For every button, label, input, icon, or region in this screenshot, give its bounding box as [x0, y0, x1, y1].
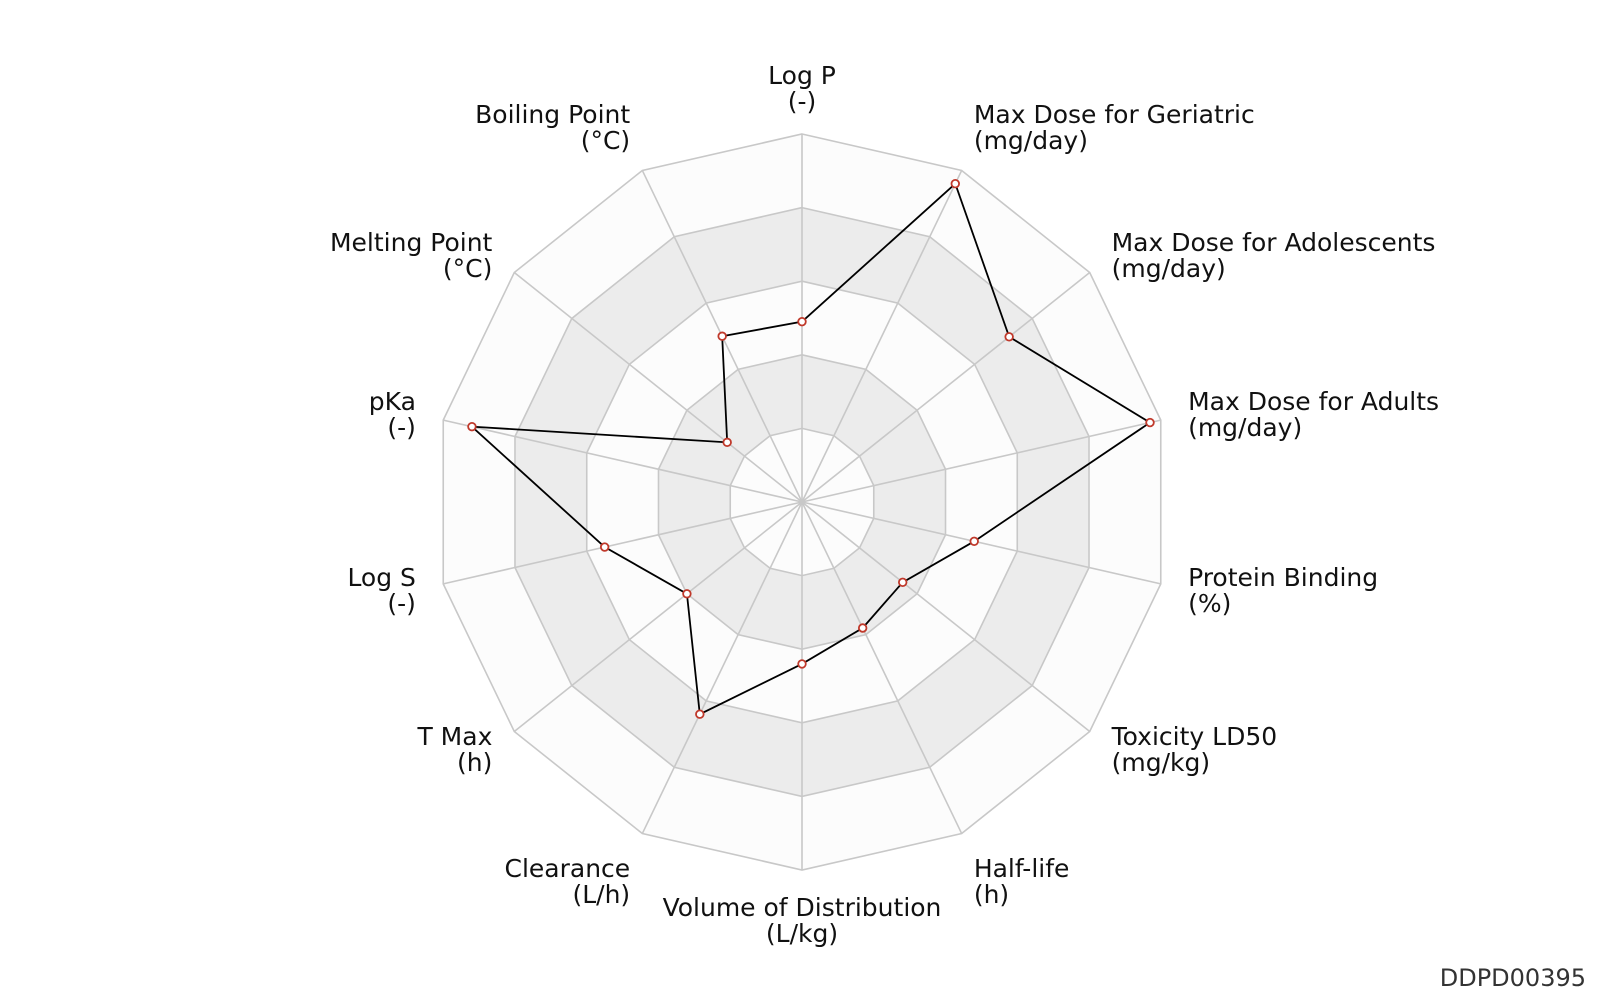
axis-label-unit: (L/h): [572, 880, 630, 909]
radar-point-7: [857, 623, 868, 633]
radar-point-1: [797, 316, 807, 327]
axis-label-9: Clearance(L/h): [505, 854, 631, 909]
axis-label-unit: (-): [387, 589, 416, 618]
radar-point-11: [599, 542, 610, 552]
axis-label-unit: (%): [1188, 589, 1231, 618]
radar-spoke-9: [641, 501, 803, 834]
axis-label-unit: (-): [788, 87, 817, 116]
axis-label-unit: (mg/day): [1112, 254, 1226, 283]
axis-label-5: Protein Binding(%): [1188, 563, 1378, 618]
axis-label-unit: (mg/kg): [1112, 748, 1211, 777]
axis-label-1: Log P(-): [768, 61, 836, 116]
radar-point-3: [1004, 332, 1014, 342]
axis-label-name: Log P: [768, 61, 836, 90]
radar-spoke-12: [443, 419, 803, 503]
axis-label-name: Max Dose for Adults: [1188, 387, 1439, 416]
axis-label-unit: (mg/day): [1188, 413, 1302, 442]
axis-label-name: Toxicity LD50: [1111, 722, 1278, 751]
radar-point-12: [467, 421, 477, 432]
axis-label-name: Melting Point: [330, 228, 493, 257]
axis-label-unit: (h): [457, 748, 492, 777]
radar-spoke-6: [801, 501, 1091, 733]
radar-spoke-7: [801, 501, 963, 834]
radar-point-6: [898, 577, 908, 588]
radar-point-2: [950, 179, 960, 189]
radar-spoke-10: [513, 501, 803, 733]
radar-point-5: [969, 536, 979, 547]
radar-spoke-2: [801, 170, 963, 503]
axis-label-name: T Max: [416, 722, 492, 751]
axis-label-11: Log S(-): [347, 563, 415, 618]
radar-spoke-13: [513, 271, 803, 503]
axis-label-4: Max Dose for Adults(mg/day): [1188, 387, 1439, 442]
radar-series-layer: [467, 179, 1155, 719]
radar-spoke-5: [801, 501, 1161, 585]
axis-label-3: Max Dose for Adolescents(mg/day): [1112, 228, 1436, 283]
radar-point-14: [717, 331, 727, 341]
radar-point-10: [682, 589, 692, 599]
radar-spoke-3: [801, 271, 1091, 503]
radar-point-13: [722, 437, 732, 448]
axis-label-13: Melting Point(°C): [330, 228, 493, 283]
axis-label-unit: (°C): [443, 254, 492, 283]
radar-point-4: [1145, 417, 1155, 428]
axis-label-8: Volume of Distribution(L/kg): [663, 893, 942, 948]
axis-label-name: pKa: [369, 387, 416, 416]
axis-label-unit: (-): [387, 413, 416, 442]
axis-label-name: Volume of Distribution: [663, 893, 942, 922]
axis-label-10: T Max(h): [416, 722, 492, 777]
axis-label-12: pKa(-): [369, 387, 416, 442]
radar-axis-labels: Log P(-) Max Dose for Geriatric(mg/day)Ma…: [330, 61, 1439, 948]
axis-label-name: Boiling Point: [475, 100, 630, 129]
axis-label-unit: (L/kg): [766, 919, 838, 948]
axis-label-6: Toxicity LD50(mg/kg): [1111, 722, 1278, 777]
chart-id-label: DDPD00395: [1439, 964, 1586, 992]
axis-label-7: Half-life(h): [974, 854, 1070, 909]
radar-spoke-4: [801, 419, 1161, 503]
axis-label-2: Max Dose for Geriatric(mg/day): [974, 100, 1255, 155]
axis-label-name: Log S: [347, 563, 415, 592]
axis-label-unit: (°C): [581, 126, 630, 155]
axis-label-name: Max Dose for Adolescents: [1112, 228, 1436, 257]
axis-label-unit: (mg/day): [974, 126, 1088, 155]
axis-label-name: Half-life: [974, 854, 1070, 883]
axis-label-name: Clearance: [505, 854, 631, 883]
axis-label-name: Max Dose for Geriatric: [974, 100, 1255, 129]
axis-label-14: Boiling Point(°C): [475, 100, 630, 155]
axis-label-unit: (h): [974, 880, 1009, 909]
radar-spoke-11: [443, 501, 803, 585]
radar-point-8: [797, 659, 807, 669]
radar-point-9: [695, 709, 705, 719]
axis-label-name: Protein Binding: [1188, 563, 1378, 592]
